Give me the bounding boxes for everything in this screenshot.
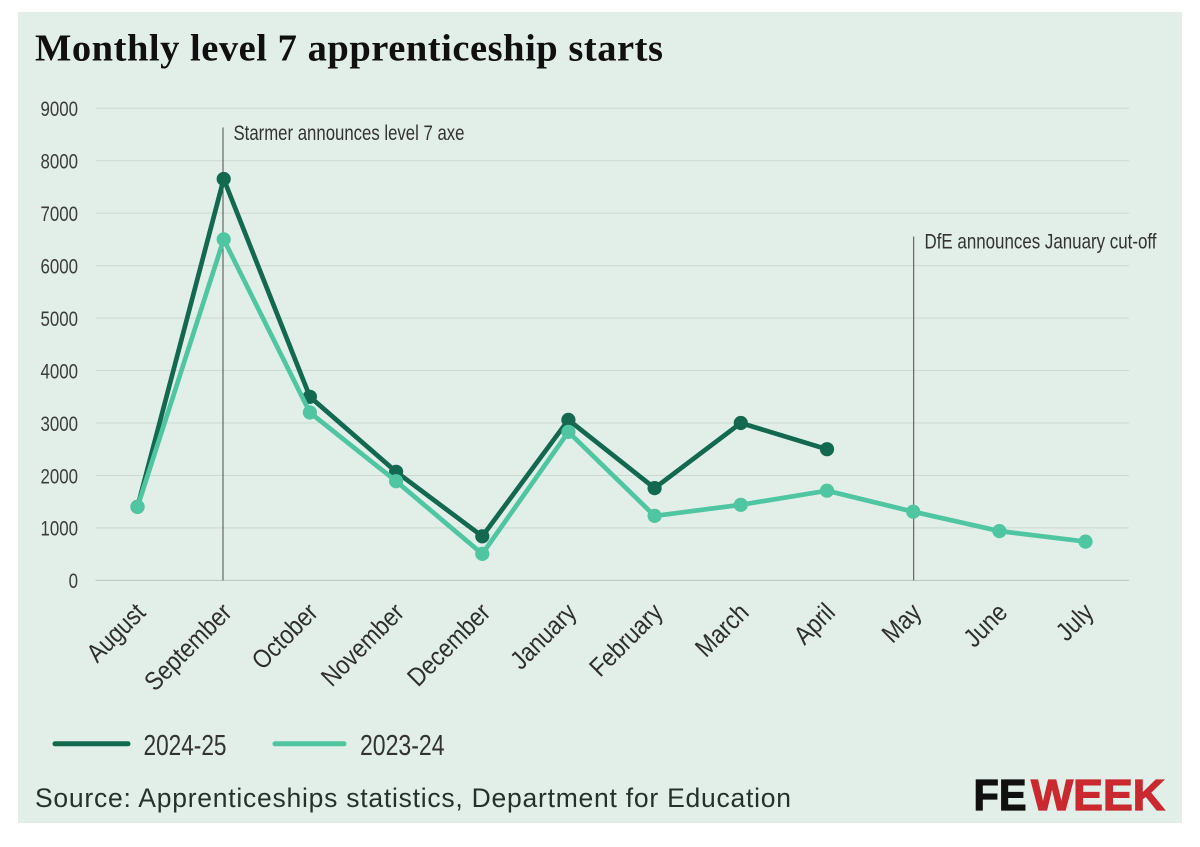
svg-text:0: 0 <box>69 569 78 593</box>
svg-text:1000: 1000 <box>41 517 79 541</box>
svg-text:Starmer announces level 7 axe: Starmer announces level 7 axe <box>234 121 465 145</box>
svg-text:2023-24: 2023-24 <box>360 730 445 762</box>
svg-text:4000: 4000 <box>41 359 79 383</box>
svg-text:3000: 3000 <box>41 412 79 436</box>
svg-text:FE: FE <box>974 772 1027 820</box>
svg-text:Monthly level 7 apprenticeship: Monthly level 7 apprenticeship starts <box>35 28 663 70</box>
svg-text:7000: 7000 <box>41 202 79 226</box>
svg-text:WEEK: WEEK <box>1031 772 1166 820</box>
svg-text:DfE announces January cut-off: DfE announces January cut-off <box>925 230 1157 254</box>
svg-text:8000: 8000 <box>41 150 79 174</box>
svg-text:Source: Apprenticeships statis: Source: Apprenticeships statistics, Depa… <box>35 783 791 813</box>
svg-text:9000: 9000 <box>41 97 79 121</box>
svg-text:2024-25: 2024-25 <box>144 730 227 762</box>
svg-text:6000: 6000 <box>41 254 79 278</box>
svg-text:2000: 2000 <box>41 464 79 488</box>
svg-text:5000: 5000 <box>41 307 79 331</box>
